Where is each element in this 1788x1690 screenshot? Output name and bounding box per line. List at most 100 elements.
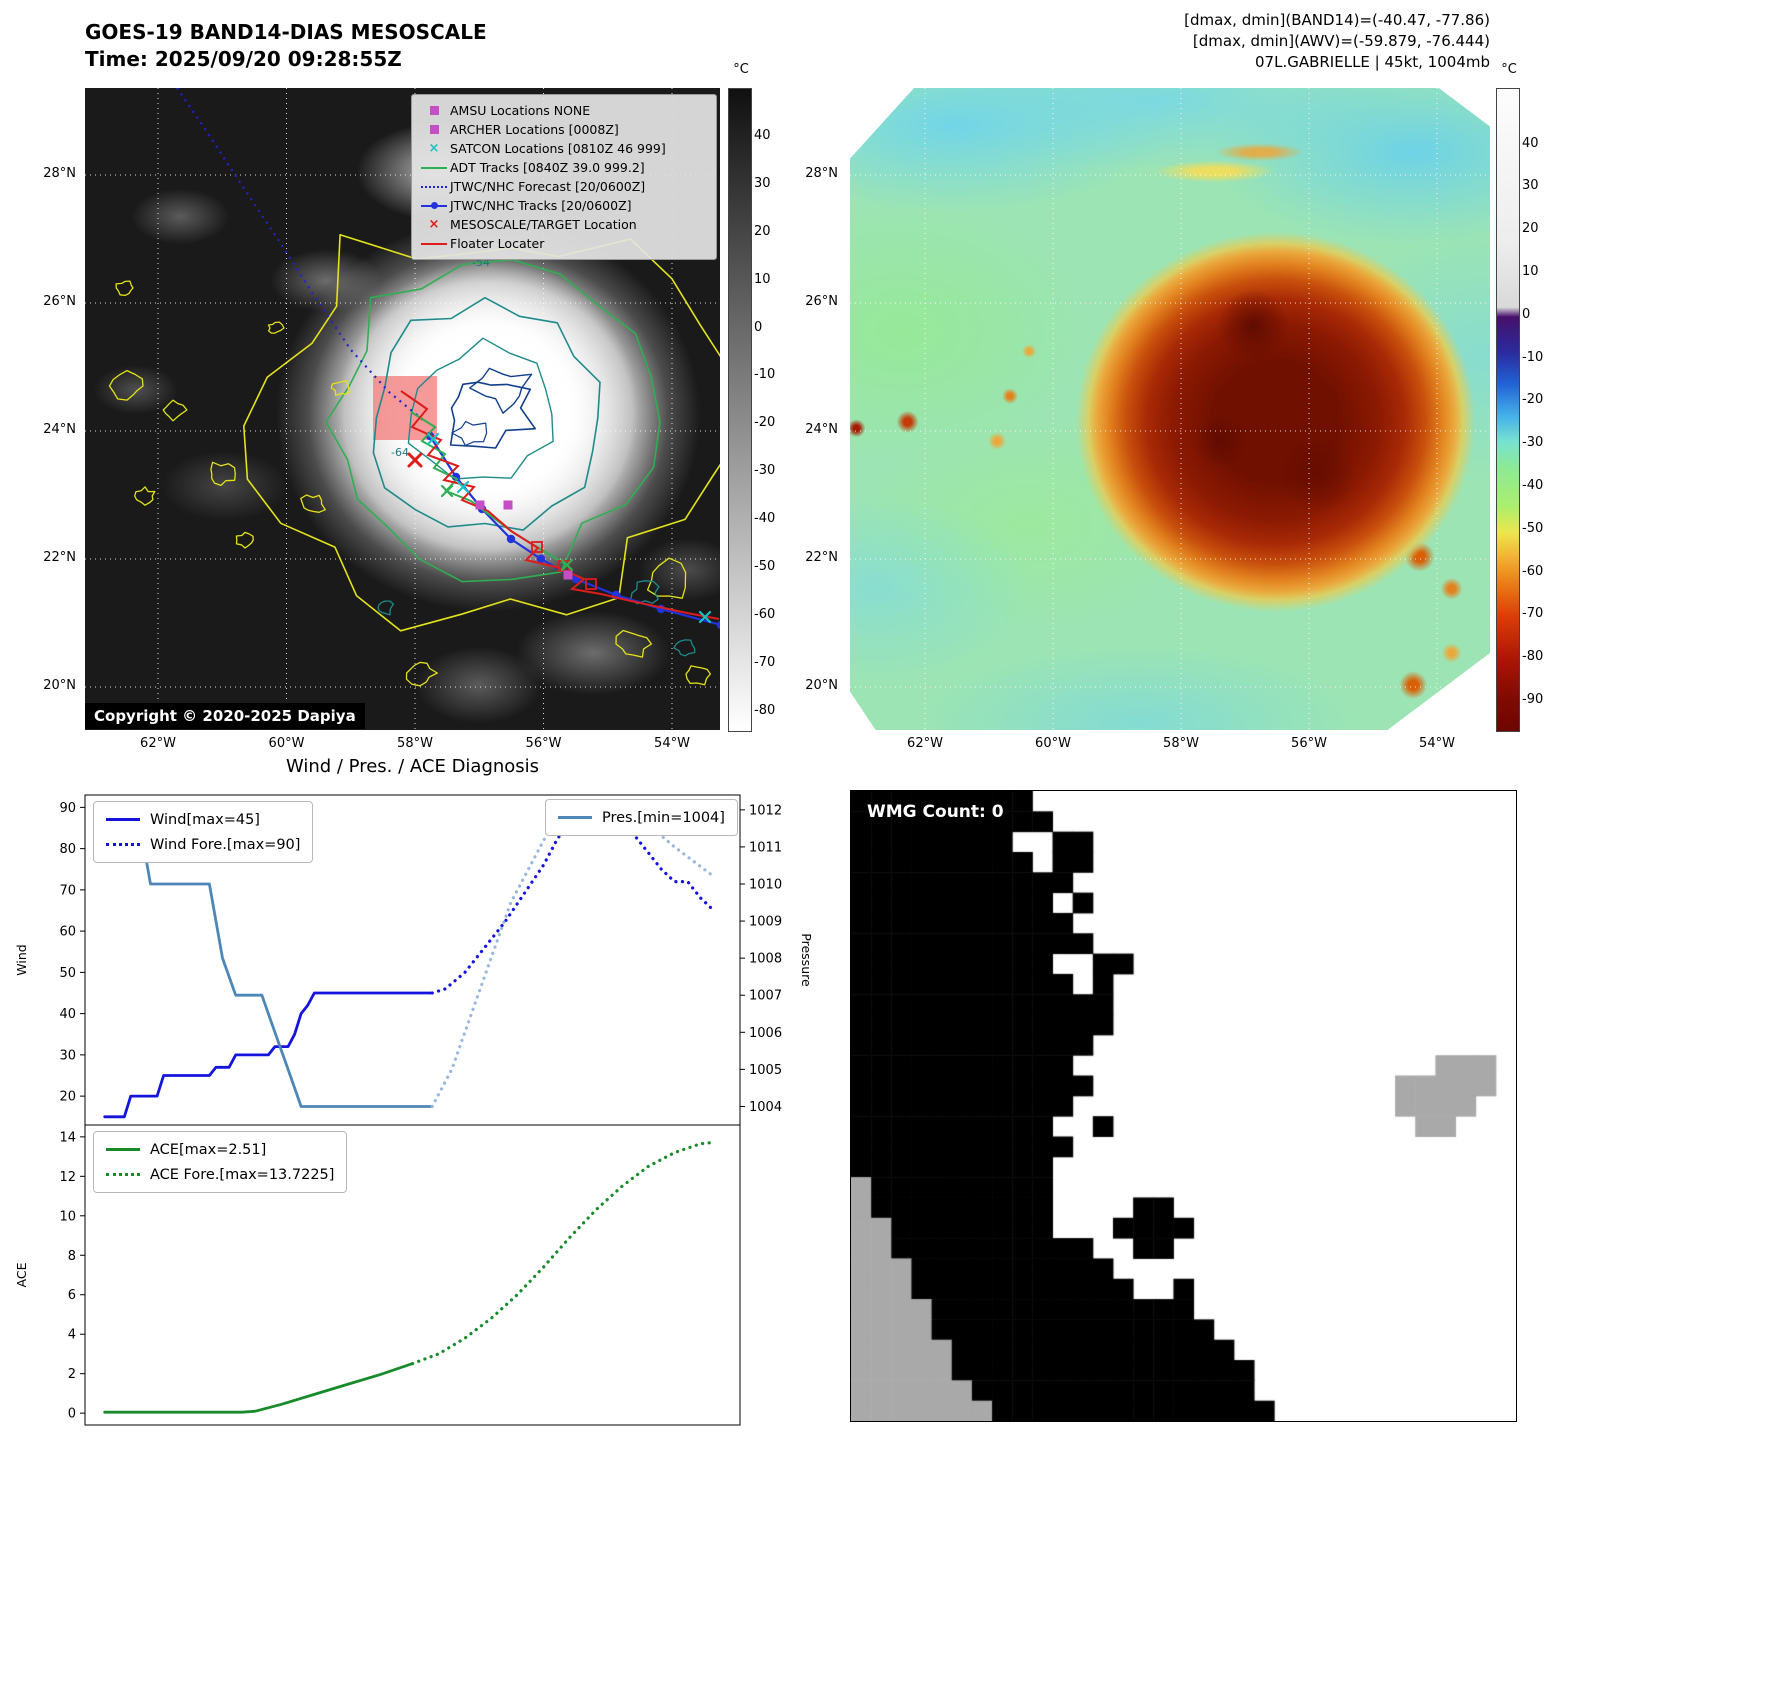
map-legend-label: ADT Tracks [0840Z 39.0 999.2] (450, 160, 645, 175)
pressure-line-marker (558, 816, 592, 819)
wind-forecast-legend-label: Wind Fore.[max=90] (150, 836, 301, 853)
band14-colorbar-unit: °C (733, 62, 749, 77)
map-legend-label: JTWC/NHC Forecast [20/0600Z] (450, 179, 646, 194)
map-legend-label: MESOSCALE/TARGET Location (450, 217, 637, 232)
svg-text:40: 40 (59, 1007, 76, 1022)
colorbar-tick: -80 (754, 702, 776, 718)
band14-colorbar (728, 88, 752, 732)
svg-text:1007: 1007 (749, 989, 782, 1004)
svg-text:1011: 1011 (749, 840, 782, 855)
colorbar-tick: -10 (754, 367, 776, 383)
colorbar-tick: -70 (754, 654, 776, 670)
lat-label: 22°N (805, 550, 838, 565)
ace-forecast-legend-label: ACE Fore.[max=13.7225] (150, 1166, 335, 1183)
svg-text:10: 10 (59, 1209, 76, 1224)
svg-text:1009: 1009 (749, 915, 782, 930)
lat-label: 24°N (805, 422, 838, 437)
ace-legend: ACE[max=2.51] ACE Fore.[max=13.7225] (93, 1131, 348, 1193)
svg-text:12: 12 (59, 1170, 76, 1185)
map-legend-label: AMSU Locations NONE (450, 103, 591, 118)
svg-text:1008: 1008 (749, 952, 782, 967)
awv-overlay (850, 88, 1490, 730)
wmg-panel: WMG Count: 0 (850, 790, 1517, 1422)
wind-line-marker (106, 818, 140, 821)
pressure-legend: Pres.[min=1004] (545, 799, 738, 836)
copyright-label: Copyright © 2020-2025 Dapiya (85, 703, 365, 729)
colorbar-tick: -20 (754, 415, 776, 431)
map-legend-item: JTWC/NHC Tracks [20/0600Z] (418, 196, 710, 215)
awv-colorbar-unit: °C (1501, 62, 1517, 77)
legend-item: ACE Fore.[max=13.7225] (106, 1162, 334, 1187)
map-legend-item: ADT Tracks [0840Z 39.0 999.2] (418, 158, 710, 177)
svg-text:1012: 1012 (749, 803, 782, 818)
lon-label: 56°W (525, 736, 562, 751)
colorbar-tick: 20 (754, 223, 771, 239)
diagnosis-title: Wind / Pres. / ACE Diagnosis (285, 756, 540, 777)
awv-lat-labels: 28°N 26°N 24°N 22°N 20°N (792, 88, 842, 730)
awv-colorbar (1496, 88, 1520, 732)
map-legend-item: AMSU Locations NONE (418, 101, 710, 120)
colorbar-tick: -30 (1522, 435, 1544, 451)
ace-forecast-marker (106, 1173, 140, 1176)
legend-item: ACE[max=2.51] (106, 1137, 334, 1162)
legend-item: Wind[max=45] (106, 807, 300, 832)
awv-satellite-map (850, 88, 1490, 730)
colorbar-tick: -30 (754, 463, 776, 479)
ace-line-marker (106, 1148, 140, 1151)
colorbar-tick: 0 (1522, 306, 1531, 322)
svg-text:ACE: ACE (14, 1262, 29, 1287)
dotted-marker-icon (418, 177, 450, 196)
colorbar-tick: 40 (1522, 135, 1539, 151)
colorbar-tick: -60 (1522, 563, 1544, 579)
wind-forecast-marker (106, 843, 140, 846)
lat-label: 26°N (43, 294, 76, 309)
line-marker-icon (418, 234, 450, 253)
lon-label: 62°W (907, 736, 943, 751)
colorbar-tick: -60 (754, 607, 776, 622)
map-legend-item: Floater Locater (418, 234, 710, 253)
map-legend-item: × SATCON Locations [0810Z 46 999] (418, 139, 710, 158)
svg-text:90: 90 (59, 801, 76, 816)
x-marker-icon: × (428, 217, 440, 232)
svg-text:4: 4 (68, 1328, 76, 1343)
svg-text:1005: 1005 (749, 1063, 782, 1078)
dmax-dmin-awv: [dmax, dmin](AWV)=(-59.879, -76.444) (1192, 32, 1490, 50)
svg-text:14: 14 (59, 1130, 76, 1145)
lat-label: 26°N (805, 294, 838, 309)
wmg-mask-canvas (850, 790, 1517, 1422)
svg-text:-64: -64 (391, 446, 409, 459)
ace-chart: 0 2 4 6 8 10 12 14 ACE (14, 1124, 741, 1426)
svg-text:20: 20 (59, 1090, 76, 1105)
lat-label: 28°N (43, 166, 76, 181)
colorbar-tick: 40 (754, 127, 771, 143)
svg-text:6: 6 (68, 1288, 76, 1303)
lon-label: 54°W (654, 736, 690, 751)
colorbar-tick: -40 (754, 511, 776, 527)
lat-label: 28°N (805, 166, 838, 181)
colorbar-tick: -80 (1522, 649, 1544, 665)
svg-text:2: 2 (68, 1367, 76, 1382)
colorbar-tick: 30 (1522, 178, 1539, 194)
legend-item: Wind Fore.[max=90] (106, 832, 300, 857)
colorbar-tick: 0 (754, 319, 763, 335)
lon-label: 56°W (1291, 736, 1327, 751)
lon-label: 58°W (397, 736, 433, 751)
awv-colorbar-ticks: 40 30 20 10 0 -10 -20 -30 -40 -50 -60 -70 -80 -90 (1522, 88, 1568, 730)
colorbar-tick: 30 (754, 175, 771, 191)
line-marker-icon (418, 158, 450, 177)
lon-label: 62°W (140, 736, 176, 751)
band14-satellite-map: -54 -64 AMSU Locations NONE ARCHER Locatio… (85, 88, 720, 730)
svg-text:1010: 1010 (749, 877, 782, 892)
band14-lon-labels: 62°W 60°W 58°W 56°W 54°W (85, 736, 720, 756)
svg-text:0: 0 (68, 1407, 76, 1422)
colorbar-tick: -70 (1522, 606, 1544, 622)
band14-overlay: -54-64 (85, 88, 720, 730)
colorbar-tick: -50 (754, 559, 776, 575)
lat-label: 24°N (43, 422, 76, 437)
map-legend-label: ARCHER Locations [0008Z] (450, 122, 619, 137)
lon-label: 60°W (1035, 736, 1071, 751)
ace-legend-label: ACE[max=2.51] (150, 1141, 267, 1158)
legend-item: Pres.[min=1004] (558, 805, 725, 830)
svg-text:50: 50 (59, 966, 76, 981)
storm-name-intensity: 07L.GABRIELLE | 45kt, 1004mb (1255, 53, 1490, 71)
